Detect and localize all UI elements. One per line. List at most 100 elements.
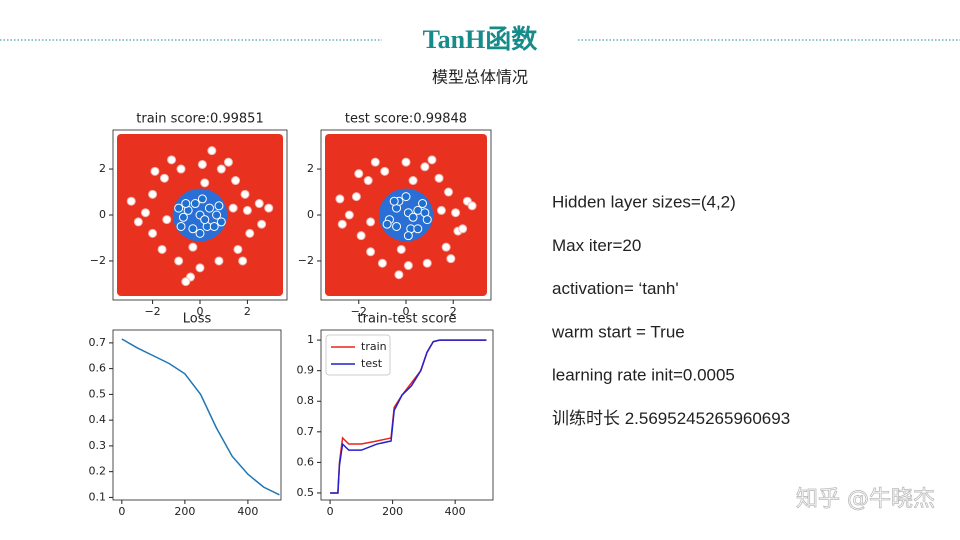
point: [214, 201, 224, 211]
point: [458, 224, 468, 234]
point: [181, 199, 191, 209]
point: [181, 277, 191, 287]
point: [197, 159, 207, 169]
point: [408, 176, 418, 186]
info-line: Hidden layer sizes=(4,2): [552, 192, 736, 211]
watermark: 知乎 @牛晓杰: [796, 487, 935, 512]
point: [216, 217, 226, 227]
point: [380, 166, 390, 176]
y-tick-label: −2: [298, 254, 314, 267]
point: [195, 228, 205, 238]
point: [389, 196, 399, 206]
point: [366, 247, 376, 257]
y-tick-label: 0.5: [297, 486, 315, 499]
y-tick-label: 0.5: [89, 387, 107, 400]
line: [330, 339, 487, 494]
point: [200, 178, 210, 188]
point: [209, 221, 219, 231]
chart-title: train score:0.99851: [136, 112, 263, 127]
point: [207, 146, 217, 156]
point: [392, 221, 402, 231]
y-tick-label: 1: [307, 333, 314, 346]
x-tick-label: 2: [244, 305, 251, 318]
point: [178, 212, 188, 222]
info-line: warm start = True: [551, 322, 685, 341]
point: [159, 173, 169, 183]
point: [401, 192, 411, 202]
point: [204, 203, 214, 213]
point: [335, 194, 345, 204]
x-tick-label: −2: [144, 305, 160, 318]
chart-title: train-test score: [358, 312, 457, 327]
x-tick-label: 0: [118, 505, 125, 518]
point: [238, 256, 248, 266]
point: [174, 256, 184, 266]
point: [351, 192, 361, 202]
point: [418, 199, 428, 209]
point: [422, 258, 432, 268]
slide-title: TanH函数: [423, 25, 539, 54]
point: [190, 199, 200, 209]
point: [451, 208, 461, 218]
point: [216, 164, 226, 174]
axes-frame: [112, 329, 282, 501]
point: [420, 162, 430, 172]
y-tick-label: 0.8: [297, 394, 315, 407]
point: [427, 155, 437, 165]
x-tick-label: 200: [174, 505, 195, 518]
y-tick-label: 0.7: [297, 425, 315, 438]
point: [366, 217, 376, 227]
line: [121, 338, 280, 496]
point: [214, 256, 224, 266]
point: [382, 219, 392, 229]
point: [408, 212, 418, 222]
x-tick-label: 400: [237, 505, 258, 518]
point: [337, 219, 347, 229]
point: [441, 242, 451, 252]
info-line: Max iter=20: [552, 236, 641, 255]
point: [242, 205, 252, 215]
x-tick-label: 0: [403, 305, 410, 318]
point: [354, 169, 364, 179]
x-tick-label: 0: [197, 305, 204, 318]
point: [231, 176, 241, 186]
y-tick-label: 0: [99, 208, 106, 221]
y-tick-label: 0.1: [89, 490, 107, 503]
point: [197, 194, 207, 204]
axes-frame: [320, 329, 494, 501]
point: [176, 221, 186, 231]
point: [148, 189, 158, 199]
x-tick-label: 400: [445, 505, 466, 518]
point: [174, 203, 184, 213]
x-tick-label: 200: [382, 505, 403, 518]
point: [403, 231, 413, 241]
chart-title: Loss: [183, 312, 212, 327]
point: [363, 176, 373, 186]
y-tick-label: 0.3: [89, 439, 107, 452]
x-tick-label: 2: [450, 305, 457, 318]
point: [157, 244, 167, 254]
point: [394, 270, 404, 280]
point: [377, 258, 387, 268]
legend-label: test: [361, 357, 383, 370]
point: [396, 244, 406, 254]
x-tick-label: 0: [327, 505, 334, 518]
chart-title: test score:0.99848: [345, 112, 467, 127]
point: [133, 217, 143, 227]
point: [140, 208, 150, 218]
point: [195, 263, 205, 273]
point: [444, 187, 453, 197]
point: [176, 164, 186, 174]
point: [254, 199, 264, 209]
point: [264, 203, 274, 213]
point: [403, 261, 413, 271]
point: [257, 219, 267, 229]
point: [434, 173, 444, 183]
legend-label: train: [361, 340, 387, 353]
point: [413, 224, 423, 234]
point: [200, 215, 210, 225]
point: [446, 254, 456, 264]
point: [188, 224, 198, 234]
y-tick-label: 2: [99, 162, 106, 175]
point: [356, 231, 366, 241]
